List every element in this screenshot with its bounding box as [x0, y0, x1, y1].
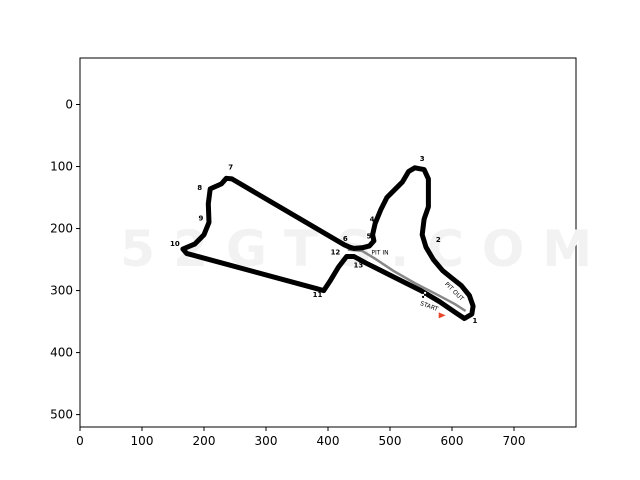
y-tick-label: 200: [50, 222, 73, 236]
pit-lane: [347, 248, 467, 313]
x-tick-label: 500: [379, 434, 402, 448]
track-outline: [180, 165, 476, 321]
corner-label-8: 8: [197, 184, 202, 192]
corner-label-13: 13: [354, 262, 364, 270]
x-tick-label: 0: [76, 434, 84, 448]
y-tick-label: 400: [50, 346, 73, 360]
x-tick-label: 100: [131, 434, 154, 448]
corner-label-7: 7: [228, 164, 233, 172]
checker-square: [422, 293, 425, 296]
x-tick-label: 200: [193, 434, 216, 448]
corner-label-2: 2: [436, 236, 441, 244]
y-tick-label: 300: [50, 284, 73, 298]
start-finish-line: [422, 291, 427, 298]
pit-in-label: PIT IN: [371, 250, 388, 257]
y-tick-label: 500: [50, 408, 73, 422]
corner-label-4: 4: [370, 216, 375, 224]
corner-label-10: 10: [170, 240, 180, 248]
corner-label-3: 3: [420, 155, 425, 163]
x-tick-label: 700: [503, 434, 526, 448]
x-axis-ticks: 0 100 200 300 400 500 600 700: [76, 427, 525, 448]
checker-square: [424, 293, 427, 296]
corner-label-9: 9: [198, 214, 203, 222]
corner-label-6: 6: [343, 235, 348, 243]
x-tick-label: 400: [317, 434, 340, 448]
x-tick-label: 300: [255, 434, 278, 448]
corner-label-5: 5: [366, 232, 371, 240]
checker-square: [422, 295, 425, 298]
checker-square: [424, 295, 427, 298]
checker-square: [422, 291, 425, 294]
y-tick-label: 100: [50, 160, 73, 174]
x-tick-label: 600: [441, 434, 464, 448]
start-arrow-icon: [438, 312, 446, 319]
corner-label-12: 12: [331, 249, 341, 257]
y-tick-label: 0: [65, 98, 73, 112]
plot-frame: [79, 57, 577, 428]
y-axis-ticks: 0 100 200 300 400 500: [50, 98, 80, 422]
corner-label-11: 11: [313, 291, 323, 299]
checker-square: [424, 291, 427, 294]
corner-label-1: 1: [473, 317, 478, 325]
